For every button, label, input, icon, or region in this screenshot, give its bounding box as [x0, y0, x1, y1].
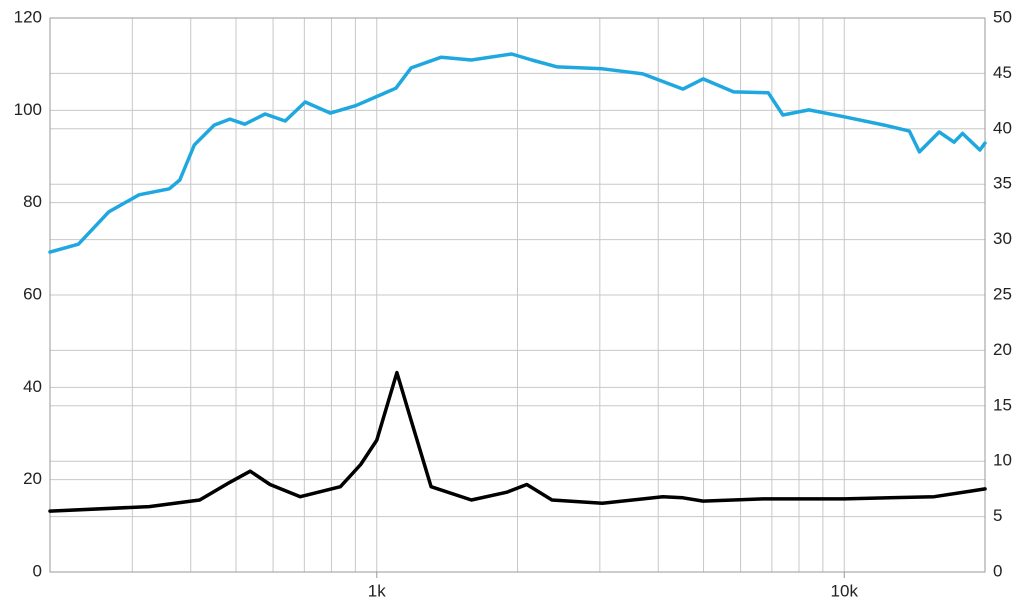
series-line	[48, 52, 987, 254]
y2-tick-label: 40	[993, 118, 1012, 137]
y2-tick-label: 20	[993, 340, 1012, 359]
y-tick-label: 20	[23, 469, 42, 488]
plot-frame	[49, 17, 986, 573]
y-tick-label: 0	[33, 561, 42, 580]
y-tick-label: 120	[14, 7, 42, 26]
x-tick-label: 1k	[368, 581, 386, 600]
series-line	[48, 370, 987, 513]
y2-tick-label: 10	[993, 451, 1012, 470]
y-tick-label: 80	[23, 192, 42, 211]
y2-tick-label: 0	[993, 561, 1002, 580]
y2-tick-label: 45	[993, 63, 1012, 82]
y-tick-label: 100	[14, 100, 42, 119]
y-tick-label: 40	[23, 377, 42, 396]
y2-tick-label: 30	[993, 229, 1012, 248]
y2-tick-label: 5	[993, 506, 1002, 525]
y2-tick-label: 50	[993, 7, 1012, 26]
y2-tick-label: 25	[993, 284, 1012, 303]
y-tick-label: 60	[23, 284, 42, 303]
x-tick-label: 10k	[831, 581, 859, 600]
y2-tick-label: 35	[993, 174, 1012, 193]
y2-tick-label: 15	[993, 395, 1012, 414]
